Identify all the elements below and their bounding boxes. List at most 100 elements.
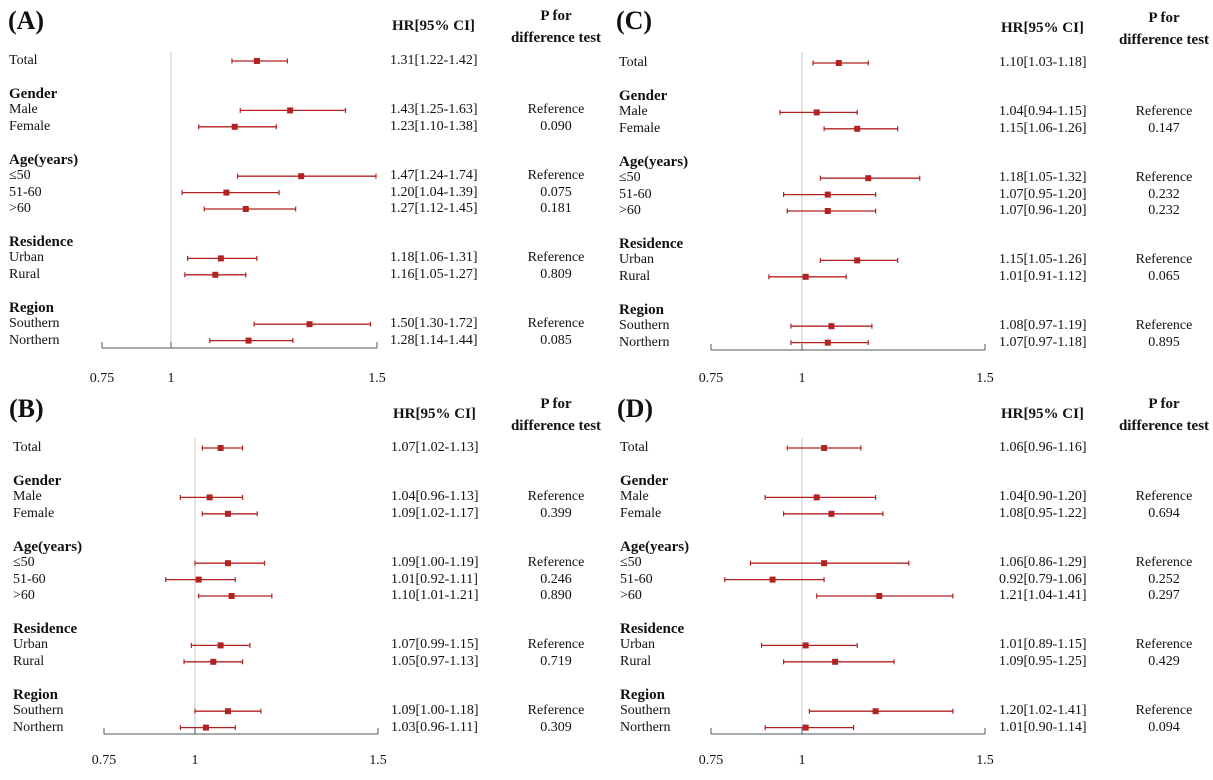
p-column-header-line1: P for: [540, 396, 572, 412]
p-value: Reference: [1135, 489, 1193, 505]
p-value: Reference: [1135, 104, 1193, 120]
group-header: Residence: [9, 234, 74, 250]
row-label: Rural: [9, 266, 41, 282]
hr-point-marker: [287, 107, 294, 114]
group-header: Age(years): [620, 538, 690, 555]
hr-point-marker: [195, 576, 202, 583]
hr-point-marker: [245, 337, 252, 344]
row-label: Male: [619, 104, 648, 120]
p-column-header-line2: difference test: [1118, 418, 1210, 434]
hr-point-marker: [202, 724, 209, 731]
p-column-header-line1: P for: [540, 8, 572, 24]
row-label: Southern: [13, 703, 64, 719]
row-label: 51-60: [619, 186, 652, 202]
hr-ci-value: 1.10[1.01-1.21]: [391, 588, 479, 603]
hr-ci-value: 1.27[1.12-1.45]: [390, 201, 478, 216]
hr-point-marker: [217, 255, 224, 262]
hr-point-marker: [835, 60, 842, 66]
row-label: Rural: [620, 653, 652, 669]
hr-point-marker: [228, 593, 235, 599]
p-value: 0.075: [540, 184, 572, 200]
p-value: Reference: [527, 250, 585, 266]
p-value: Reference: [1135, 555, 1193, 571]
hr-point-marker: [224, 560, 231, 567]
hr-point-marker: [210, 658, 217, 665]
x-tick-label: 0.75: [89, 371, 115, 386]
hr-point-marker: [813, 109, 820, 116]
p-value: Reference: [1135, 637, 1193, 653]
row-label: 51-60: [9, 184, 42, 200]
group-header: Region: [619, 301, 664, 318]
row-label: Northern: [620, 719, 671, 735]
hr-ci-value: 1.07[1.02-1.13]: [391, 440, 479, 455]
group-header: Region: [13, 686, 58, 703]
hr-point-marker: [802, 642, 809, 649]
p-value: 0.694: [1148, 505, 1180, 521]
p-value: 0.719: [540, 653, 572, 669]
p-column-header-line2: difference test: [510, 418, 602, 434]
p-column-header-line1: P for: [1148, 10, 1180, 26]
row-label: Urban: [13, 637, 48, 653]
hr-ci-value: 1.04[0.90-1.20]: [999, 489, 1087, 505]
hr-point-marker: [217, 642, 224, 649]
p-value: Reference: [1135, 252, 1193, 268]
p-value: 0.809: [540, 266, 572, 282]
row-label: Female: [9, 118, 51, 134]
row-label: ≤50: [9, 168, 31, 184]
hr-point-marker: [224, 510, 231, 517]
hr-ci-value: 1.01[0.92-1.11]: [391, 571, 478, 587]
p-column-header-line2: difference test: [510, 30, 602, 46]
hr-ci-value: 1.09[1.02-1.17]: [391, 505, 479, 521]
hr-point-marker: [865, 175, 872, 182]
row-label: Northern: [9, 332, 60, 348]
hr-point-marker: [223, 189, 230, 196]
hr-point-marker: [306, 321, 313, 328]
p-value: 0.297: [1148, 588, 1180, 603]
x-tick-label: 1: [798, 371, 806, 386]
row-label: Urban: [620, 637, 655, 653]
p-value: Reference: [527, 637, 585, 653]
row-label: Male: [13, 489, 42, 505]
row-label: ≤50: [620, 555, 642, 571]
hr-point-marker: [231, 123, 238, 130]
hr-point-marker: [821, 445, 828, 451]
hr-point-marker: [824, 339, 831, 346]
p-value: 0.309: [540, 719, 572, 735]
row-label: Urban: [9, 250, 44, 266]
row-label: Northern: [13, 719, 64, 735]
p-value: Reference: [527, 316, 585, 332]
hr-ci-value: 1.04[0.96-1.13]: [391, 489, 479, 505]
hr-ci-value: 1.09[0.95-1.25]: [999, 653, 1087, 669]
hr-ci-value: 1.03[0.96-1.11]: [391, 719, 478, 735]
row-label: >60: [619, 203, 641, 218]
hr-ci-value: 1.21[1.04-1.41]: [999, 588, 1087, 603]
hr-ci-value: 1.31[1.22-1.42]: [390, 53, 478, 68]
hr-ci-value: 1.07[0.96-1.20]: [999, 203, 1087, 218]
hr-ci-value: 1.20[1.04-1.39]: [390, 184, 478, 200]
hr-ci-value: 1.10[1.03-1.18]: [999, 55, 1087, 70]
group-header: Gender: [620, 473, 669, 489]
hr-point-marker: [802, 273, 809, 280]
row-label: Male: [9, 102, 38, 118]
hr-point-marker: [854, 257, 861, 264]
row-label: Rural: [13, 653, 45, 669]
row-label: Northern: [619, 334, 670, 350]
x-tick-label: 0.75: [698, 371, 724, 386]
hr-ci-value: 1.09[1.00-1.19]: [391, 555, 479, 571]
p-value: 0.065: [1148, 268, 1180, 284]
hr-ci-value: 1.50[1.30-1.72]: [390, 316, 478, 332]
hr-ci-value: 1.15[1.06-1.26]: [999, 120, 1087, 136]
hr-ci-value: 1.08[0.95-1.22]: [999, 505, 1087, 521]
group-header: Age(years): [9, 151, 79, 168]
group-header: Region: [620, 686, 665, 703]
hr-ci-value: 1.01[0.90-1.14]: [999, 719, 1087, 735]
row-label: 51-60: [13, 571, 46, 587]
p-value: Reference: [527, 489, 585, 505]
hr-point-marker: [824, 191, 831, 198]
p-value: Reference: [527, 703, 585, 719]
p-column-header-line2: difference test: [1118, 32, 1210, 48]
row-label: Female: [13, 505, 55, 521]
p-value: 0.232: [1148, 186, 1180, 202]
hr-point-marker: [253, 58, 260, 64]
